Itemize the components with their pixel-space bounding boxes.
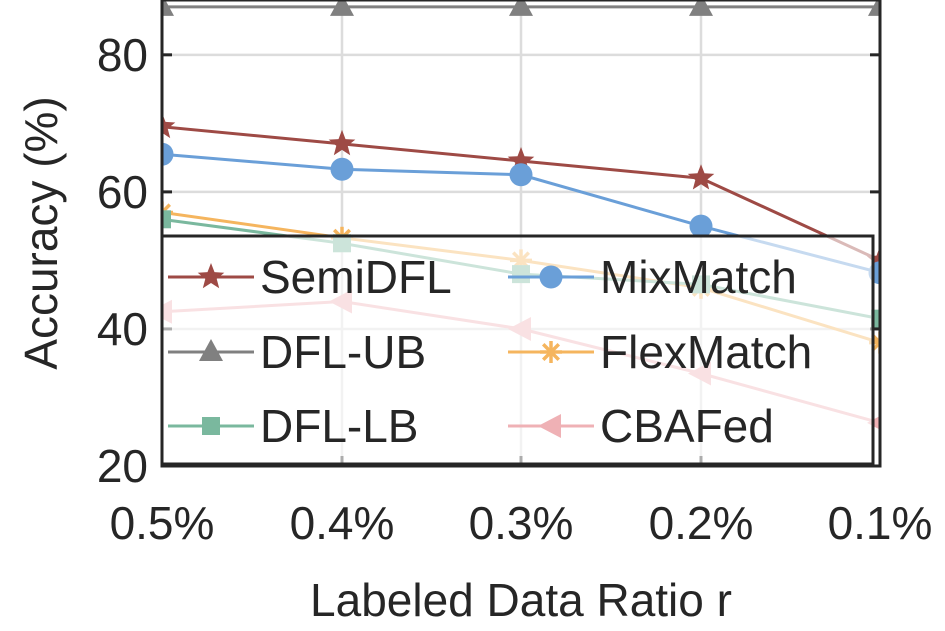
x-tick-label: 0.5% <box>110 497 215 549</box>
x-tick-label: 0.4% <box>290 497 395 549</box>
y-tick-label: 80 <box>97 29 148 81</box>
legend-marker-cbafed <box>538 414 561 438</box>
asterisk-stroke <box>541 342 561 362</box>
y-tick-label: 40 <box>97 303 148 355</box>
data-point-semidfl-3 <box>507 147 535 173</box>
legend-label-semidfl: SemiDFL <box>260 251 452 303</box>
x-tick-label: 0.3% <box>469 497 574 549</box>
y-tick-label: 60 <box>97 166 148 218</box>
legend-marker-dfl-lb <box>202 417 220 435</box>
axis-ticks: 20 40 60 80 0.5% 0.4% 0.3% 0.2% 0.1% <box>97 29 933 549</box>
data-point-dfl-ub-1 <box>162 0 174 16</box>
data-point-mixmatch-3 <box>509 163 533 187</box>
data-point-semidfl-2 <box>328 129 356 156</box>
y-axis-title: Accuracy (%) <box>15 96 67 369</box>
legend-label-cbafed: CBAFed <box>600 400 774 452</box>
data-point-dfl-ub-2 <box>330 0 354 16</box>
legend: SemiDFL MixMatch DFL-UB FlexMatch DFL-LB CBAF… <box>160 234 875 466</box>
data-point-mixmatch-4 <box>689 214 713 238</box>
asterisk-stroke <box>162 203 172 215</box>
legend-marker-dfl-ub <box>199 339 223 361</box>
asterisk-stroke <box>870 333 880 346</box>
data-point-dfl-ub-3 <box>509 0 533 16</box>
legend-label-dfl-ub: DFL-UB <box>260 326 426 378</box>
data-point-dfl-ub-5 <box>868 0 880 16</box>
legend-label-mixmatch: MixMatch <box>600 251 797 303</box>
y-tick-label: 20 <box>97 440 148 492</box>
legend-item-dfl-lb: DFL-LB <box>168 400 418 452</box>
legend-item-mixmatch: MixMatch <box>508 251 797 303</box>
data-point-semidfl-4 <box>687 164 715 190</box>
data-point-mixmatch-1 <box>162 142 174 166</box>
data-point-dfl-ub-4 <box>689 0 713 16</box>
legend-item-dfl-ub: DFL-UB <box>168 326 426 378</box>
legend-item-flexmatch: FlexMatch <box>508 326 812 378</box>
legend-marker-semidfl <box>197 263 225 289</box>
x-tick-label: 0.2% <box>649 497 754 549</box>
data-point-dfl-lb-5 <box>871 309 880 328</box>
x-axis-title: Labeled Data Ratio r <box>310 574 732 626</box>
legend-marker-mixmatch <box>539 265 563 289</box>
data-point-mixmatch-2 <box>330 157 354 181</box>
series-dfl-ub <box>162 0 880 16</box>
legend-label-dfl-lb: DFL-LB <box>260 400 418 452</box>
legend-item-cbafed: CBAFed <box>508 400 774 452</box>
data-point-dfl-lb-1 <box>162 210 171 229</box>
legend-marker-flexmatch <box>540 341 562 363</box>
legend-item-semidfl: SemiDFL <box>168 251 452 303</box>
asterisk-stroke <box>870 340 880 352</box>
legend-label-flexmatch: FlexMatch <box>600 326 812 378</box>
x-tick-label: 0.1% <box>828 497 933 549</box>
data-point-semidfl-1 <box>162 112 176 139</box>
